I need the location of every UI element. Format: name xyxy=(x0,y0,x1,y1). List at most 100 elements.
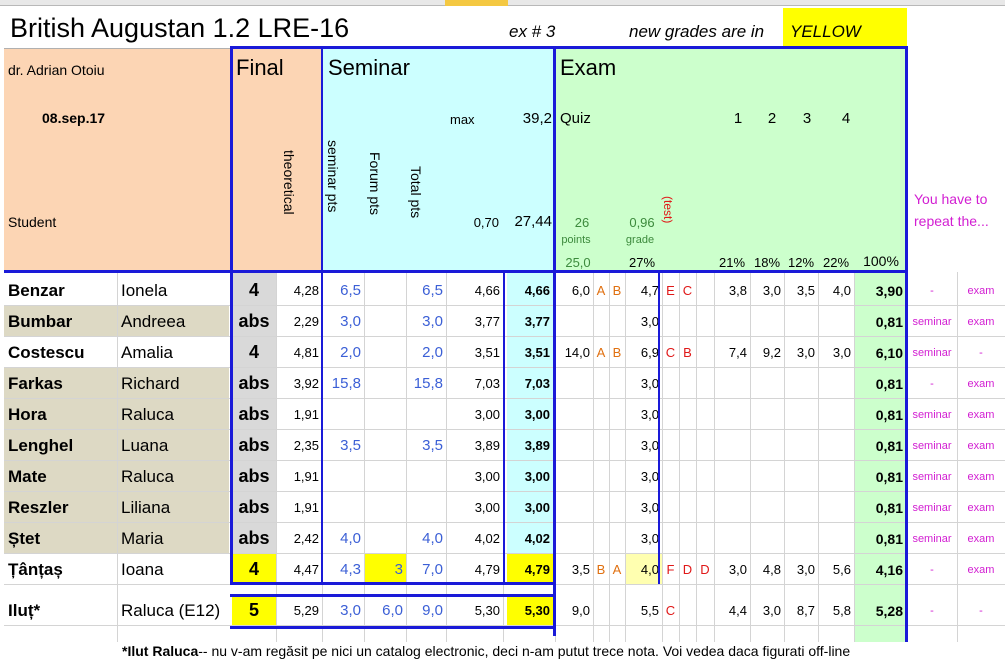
cell-grade: 3,89 xyxy=(524,438,550,453)
cell-e2: 9,2 xyxy=(762,345,781,360)
cell-v: 3,77 xyxy=(474,314,500,329)
col-divider xyxy=(679,272,680,642)
cell-pg: 3,0 xyxy=(640,469,659,484)
cell-e3 xyxy=(784,430,818,461)
cell-rep1[interactable]: seminar xyxy=(912,532,952,545)
cell-rep2[interactable]: exam xyxy=(967,408,995,421)
section-border xyxy=(230,626,556,629)
cell-theo: 2,29 xyxy=(293,314,319,329)
cell-rep1[interactable]: seminar xyxy=(912,408,952,421)
cell-rep2[interactable]: exam xyxy=(967,501,995,514)
cell-m1 xyxy=(593,461,609,492)
ratio-total: 27,44 xyxy=(514,212,552,230)
cell-pg: 6,9 xyxy=(640,345,659,360)
cell-pg: 3,0 xyxy=(640,314,659,329)
section-border xyxy=(658,272,660,584)
col-divider xyxy=(593,272,594,642)
cell-m1 xyxy=(593,595,609,626)
col-divider xyxy=(957,272,958,642)
cell-quiz: 14,0 xyxy=(564,345,590,360)
new-grade-highlight xyxy=(232,554,276,585)
cell-total: 3,5 xyxy=(422,437,443,454)
cell-e2: 3,0 xyxy=(762,283,781,298)
cell-rep2[interactable]: exam xyxy=(967,532,995,545)
cell-grade: 3,51 xyxy=(524,345,550,360)
cell-rep1[interactable]: - xyxy=(930,377,934,390)
cell-m2: B xyxy=(612,283,622,298)
cell-v: 3,00 xyxy=(474,407,500,422)
cell-e4: 5,6 xyxy=(832,562,851,577)
weight-4: 22% xyxy=(822,254,850,270)
section-border xyxy=(230,594,556,597)
cell-rep1[interactable]: - xyxy=(930,604,934,617)
header-divider xyxy=(4,48,230,49)
cell-quiz xyxy=(555,430,593,461)
cell-e2 xyxy=(750,492,784,523)
cell-last: Țânțaș xyxy=(8,559,63,579)
cell-e1: 3,0 xyxy=(728,562,747,577)
cell-exam: 4,16 xyxy=(875,561,903,578)
cell-rep1[interactable]: seminar xyxy=(912,346,952,359)
col-divider xyxy=(854,272,855,642)
points-base: 25,0 xyxy=(565,254,591,270)
cell-rep1[interactable]: seminar xyxy=(912,315,952,328)
row-bg xyxy=(4,554,229,585)
column-header-strip xyxy=(0,0,1005,6)
section-border xyxy=(230,270,908,273)
cell-exam: 0,81 xyxy=(875,313,903,330)
repeat-note: You have to repeat the... xyxy=(914,191,989,229)
cell-quiz: 3,5 xyxy=(571,562,590,577)
cell-final: abs xyxy=(238,528,270,548)
cell-final: abs xyxy=(238,373,270,393)
cell-theo: 1,91 xyxy=(293,500,319,515)
cell-rep1[interactable]: seminar xyxy=(912,439,952,452)
cell-first: Andreea xyxy=(121,311,186,331)
cell-grade: 4,02 xyxy=(524,531,550,546)
cell-e4 xyxy=(818,430,854,461)
cell-m1 xyxy=(593,306,609,337)
new-grade-highlight xyxy=(625,554,662,585)
cell-rep2[interactable]: exam xyxy=(967,284,995,297)
cell-e2 xyxy=(750,399,784,430)
cell-total xyxy=(406,461,446,492)
cell-m2 xyxy=(609,306,625,337)
cell-e3 xyxy=(784,368,818,399)
cell-rep2[interactable]: exam xyxy=(967,439,995,452)
cell-total: 6,5 xyxy=(422,282,443,299)
cell-grade: 3,00 xyxy=(524,469,550,484)
cell-total: 7,0 xyxy=(422,561,443,578)
final-section-title: Final xyxy=(236,55,284,80)
cell-v: 3,89 xyxy=(474,438,500,453)
cell-pg: 3,0 xyxy=(640,438,659,453)
cell-last: Benzar xyxy=(8,280,65,300)
cell-rep1[interactable]: - xyxy=(930,284,934,297)
cell-m2 xyxy=(609,595,625,626)
cell-exam: 0,81 xyxy=(875,468,903,485)
col-divider xyxy=(364,272,365,642)
cell-rep1[interactable]: - xyxy=(930,563,934,576)
cell-rep2[interactable]: - xyxy=(979,604,983,617)
cell-forum: 3 xyxy=(394,561,403,578)
cell-e1 xyxy=(714,399,750,430)
cell-rep2[interactable]: exam xyxy=(967,377,995,390)
cell-m1 xyxy=(593,523,609,554)
cell-grade: 4,79 xyxy=(524,562,550,577)
cell-t1 xyxy=(662,368,679,399)
cell-rep2[interactable]: - xyxy=(979,346,983,359)
cell-exam: 6,10 xyxy=(875,344,903,361)
cell-forum xyxy=(364,523,406,554)
cell-rep2[interactable]: exam xyxy=(967,563,995,576)
cell-exam: 5,28 xyxy=(875,602,903,619)
cell-e1: 4,4 xyxy=(728,603,747,618)
notice-text: new grades are in xyxy=(629,22,765,41)
cell-rep2[interactable]: exam xyxy=(967,315,995,328)
cell-sem: 3,0 xyxy=(340,313,361,330)
cell-rep1[interactable]: seminar xyxy=(912,470,952,483)
cell-t2: D xyxy=(682,562,693,577)
col-divider xyxy=(696,272,697,642)
cell-rep2[interactable]: exam xyxy=(967,470,995,483)
cell-e4: 3,0 xyxy=(832,345,851,360)
cell-first: Richard xyxy=(121,373,180,393)
cell-rep1[interactable]: seminar xyxy=(912,501,952,514)
cell-theo: 4,28 xyxy=(293,283,319,298)
